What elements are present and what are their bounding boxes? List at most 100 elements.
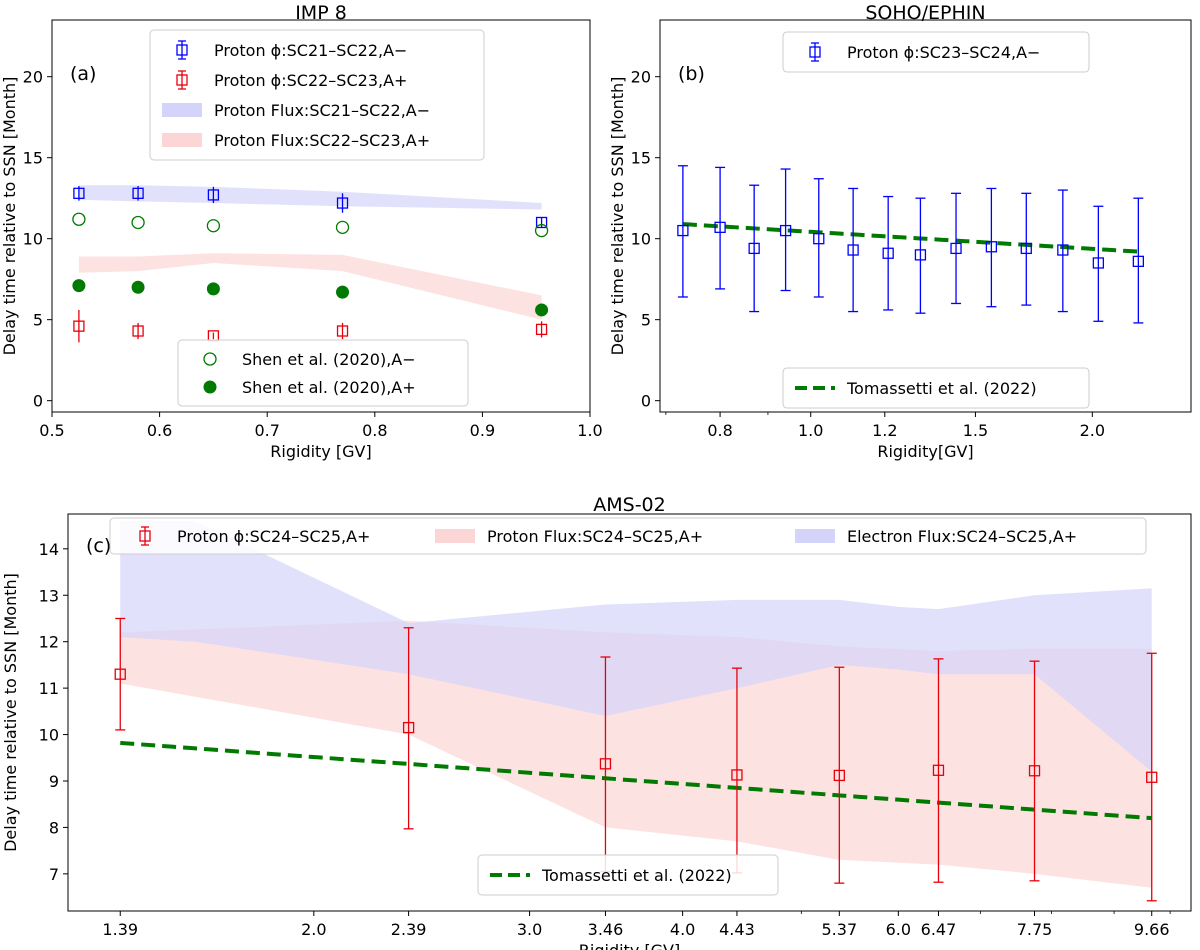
panel-label: (c): [86, 535, 111, 557]
chart-title: IMP 8: [295, 2, 347, 24]
legend-marker: [176, 44, 188, 56]
x-tick-label-5: 1.0: [577, 421, 602, 440]
legend-upper: [782, 31, 1090, 73]
data-point-4-1: [131, 215, 145, 230]
data-point-0-1: [132, 187, 144, 199]
data-point-0-12: [1092, 257, 1105, 269]
panel-label: (b): [678, 63, 705, 85]
y-tick-label-7: 14: [39, 540, 59, 559]
x-tick-label-8: 6.0: [886, 920, 911, 939]
plot-area: [72, 185, 549, 343]
legend-label-1: Proton Flux:SC24–SC25,A+: [487, 527, 703, 546]
legend-label-4: Shen et al. (2020),A−: [242, 350, 416, 369]
y-axis-label: Delay time relative to SSN [Month]: [608, 77, 627, 356]
legend-swatch: [795, 529, 835, 543]
legend-label-3: Tomassetti et al. (2022): [541, 866, 732, 885]
x-tick-label-5: 4.0: [670, 920, 695, 939]
x-axis-label: Rigidity[GV]: [877, 442, 973, 461]
band-3: [78, 253, 542, 320]
data-point-0-0: [114, 668, 126, 680]
data-point-0-1: [714, 221, 726, 233]
legend-label-5: Shen et al. (2020),A+: [242, 378, 416, 397]
x-axis-label: Rigidity [GV]: [270, 442, 371, 461]
y-tick-label-3: 10: [39, 726, 59, 745]
legend-marker: [809, 46, 821, 58]
y-tick-label-1: 8: [49, 818, 59, 837]
y-tick-label-3: 15: [23, 149, 43, 168]
x-tick-label-4: 0.9: [470, 421, 495, 440]
x-tick-label-1: 0.6: [147, 421, 172, 440]
legend-marker: [203, 352, 217, 366]
y-tick-label-5: 12: [39, 633, 59, 652]
data-point-1-4: [535, 323, 548, 336]
data-point-0-1: [402, 721, 415, 734]
data-point-1-3: [336, 325, 349, 337]
y-tick-label-4: 20: [23, 68, 43, 87]
data-point-0-6: [882, 247, 894, 259]
legend-label-1: Proton ϕ:SC22–SC23,A+: [214, 71, 407, 90]
data-point-1-1: [132, 325, 144, 337]
y-tick-label-2: 9: [49, 772, 59, 791]
data-point-0-7: [1146, 771, 1158, 783]
data-point-0-13: [1132, 255, 1144, 268]
plot-area: [677, 165, 1144, 324]
legend-marker: [139, 530, 151, 542]
x-tick-label-10: 7.75: [1017, 920, 1053, 939]
data-point-0-4: [813, 233, 825, 245]
y-axis-label: Delay time relative to SSN [Month]: [1, 573, 20, 852]
band-2: [78, 185, 542, 210]
x-tick-label-3: 1.5: [963, 421, 988, 440]
data-point-0-8: [950, 242, 962, 255]
data-point-0-3: [336, 197, 349, 209]
plot-area: [114, 520, 1158, 902]
x-tick-label-2: 0.7: [254, 421, 279, 440]
y-tick-label-2: 10: [631, 230, 651, 249]
data-point-0-7: [914, 249, 927, 261]
panel-label: (a): [70, 63, 96, 85]
legend-marker: [203, 380, 217, 394]
chart-title: SOHO/EPHIN: [865, 2, 985, 24]
legend-swatch: [162, 133, 202, 147]
axes-frame: [659, 19, 1192, 413]
data-point-0-5: [932, 764, 945, 776]
x-tick-label-2: 2.39: [391, 920, 427, 939]
data-point-0-10: [1020, 242, 1032, 255]
y-tick-label-4: 20: [631, 68, 651, 87]
y-tick-label-1: 5: [33, 311, 43, 330]
x-tick-label-0: 0.8: [707, 421, 732, 440]
model-line-1: [682, 222, 1139, 254]
x-tick-label-4: 3.46: [588, 920, 624, 939]
legend-lower: [477, 854, 779, 896]
legend-upper: [109, 517, 1147, 555]
data-point-0-3: [779, 224, 792, 237]
y-tick-label-4: 11: [39, 679, 59, 698]
data-point-0-11: [1057, 244, 1069, 256]
data-point-5-2: [206, 282, 220, 296]
model-line-3: [120, 740, 1152, 821]
data-point-4-4: [534, 223, 549, 238]
data-point-0-2: [207, 189, 220, 201]
y-tick-label-0: 0: [641, 392, 651, 411]
band-1: [120, 620, 1152, 888]
panel-a-imp8: IMP 8 0 5 10 15 20 0.5 0.6 0.7 0.8 0.9 1.0 Rigidity …: [0, 2, 603, 461]
data-point-5-4: [535, 303, 549, 317]
y-axis-label: Delay time relative to SSN [Month]: [0, 77, 19, 356]
y-tick-label-6: 13: [39, 586, 59, 605]
panel-b-soho-ephin: SOHO/EPHIN 0 5 10 15 20 0.8 1.0 1.2 1.5 2.0 Rigidit…: [608, 2, 1192, 461]
data-point-1-0: [73, 320, 85, 332]
panel-c-ams02: AMS-02 7 8 9 10 11 12 13 14 1.39 2.0 2.39 3.0 3.46 4.0…: [1, 494, 1192, 950]
axes-frame: [67, 513, 1192, 912]
data-point-0-0: [677, 224, 689, 237]
x-tick-label-3: 0.8: [362, 421, 387, 440]
data-point-4-3: [335, 220, 350, 234]
legend-marker: [176, 74, 188, 86]
x-tick-label-3: 3.0: [517, 920, 542, 939]
legend-lower: [782, 367, 1090, 409]
data-point-5-1: [131, 280, 145, 294]
x-tick-label-7: 5.37: [822, 920, 858, 939]
y-tick-label-0: 7: [49, 865, 59, 884]
data-point-5-0: [72, 279, 86, 293]
legend-label-0: Proton ϕ:SC23–SC24,A−: [847, 43, 1040, 62]
data-point-4-0: [72, 212, 86, 226]
y-tick-label-3: 15: [631, 149, 651, 168]
